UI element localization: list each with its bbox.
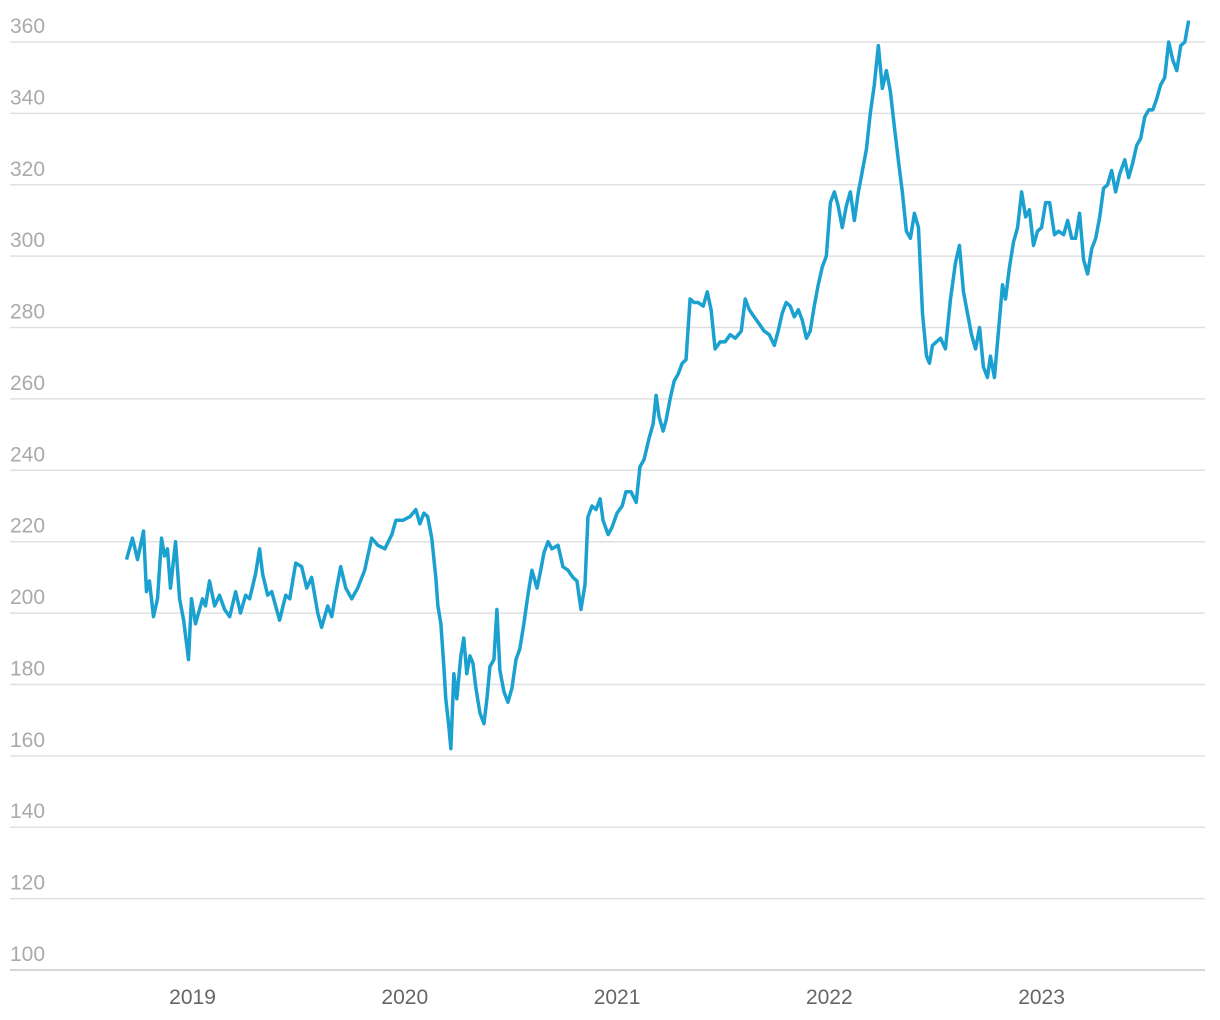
y-tick-label: 360 bbox=[10, 15, 45, 38]
y-tick-label: 220 bbox=[10, 515, 45, 538]
x-tick-label: 2019 bbox=[169, 986, 216, 1009]
y-tick-label: 260 bbox=[10, 372, 45, 395]
y-tick-label: 140 bbox=[10, 800, 45, 823]
x-tick-label: 2020 bbox=[381, 986, 428, 1009]
y-tick-label: 240 bbox=[10, 443, 45, 466]
y-tick-label: 200 bbox=[10, 586, 45, 609]
y-tick-label: 120 bbox=[10, 872, 45, 895]
price-line bbox=[124, 20, 1191, 751]
y-tick-label: 100 bbox=[10, 943, 45, 966]
x-tick-label: 2023 bbox=[1018, 986, 1065, 1009]
x-tick-label: 2022 bbox=[806, 986, 853, 1009]
y-tick-label: 300 bbox=[10, 229, 45, 252]
y-tick-label: 340 bbox=[10, 86, 45, 109]
y-tick-label: 180 bbox=[10, 657, 45, 680]
y-tick-label: 320 bbox=[10, 158, 45, 181]
y-tick-label: 160 bbox=[10, 729, 45, 752]
x-tick-label: 2021 bbox=[594, 986, 641, 1009]
y-tick-label: 280 bbox=[10, 301, 45, 324]
